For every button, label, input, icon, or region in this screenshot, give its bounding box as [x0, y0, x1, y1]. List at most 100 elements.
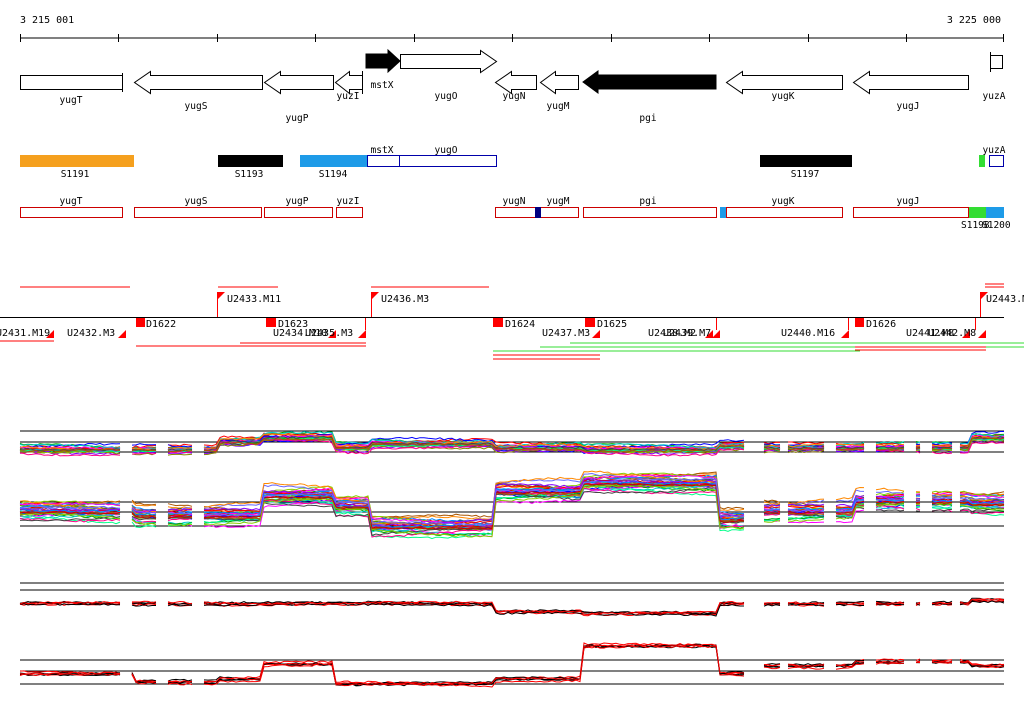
segment-S1197[interactable]	[760, 155, 852, 167]
segment-S1197-label: S1197	[791, 169, 820, 180]
gene-yugN[interactable]: yugN	[494, 70, 537, 103]
gene-yugO-label: yugO	[435, 91, 458, 102]
segment-S1200-label: S1200	[982, 220, 1011, 231]
gene-mstX[interactable]: mstX	[365, 48, 401, 91]
segment-S1198-mark[interactable]	[979, 155, 985, 167]
box-yugO-label: yugO	[435, 145, 458, 156]
marker-D1625-label: D1625	[597, 319, 627, 330]
expression-panel-2	[19, 470, 1005, 540]
transcript-U2443-M1[interactable]: U2443.M1	[980, 292, 1024, 317]
transcript-U2433-M11[interactable]: U2433.M11	[217, 292, 281, 317]
segment-S1194-label: S1194	[319, 169, 348, 180]
marker-D1623-label: D1623	[278, 319, 308, 330]
marker-D1623[interactable]: D1623	[266, 318, 308, 330]
ruler-start-label: 3 215 001	[20, 15, 74, 26]
marker-D1625[interactable]: D1625	[585, 318, 627, 330]
gene-yugK[interactable]: yugK	[725, 70, 843, 103]
transcript-U2440-M16-label: U2440.M16	[781, 328, 835, 339]
expression-trace	[19, 482, 1005, 530]
marker-D1624-label: D1624	[505, 319, 535, 330]
gene-yugP[interactable]: yugP	[263, 70, 334, 125]
gene-yugM-label: yugM	[547, 101, 570, 112]
gene-yugT[interactable]: yugT	[20, 73, 123, 106]
box-mstX[interactable]	[367, 155, 400, 167]
transcript-U2433-M11-label: U2433.M11	[227, 294, 281, 305]
outline-yugT[interactable]	[20, 207, 123, 218]
transcript-U2431-M19-label: U2431.M19	[0, 328, 50, 339]
transcript-U2435-M3[interactable]: U2435.M3	[305, 328, 366, 339]
outline-yugN[interactable]	[495, 207, 536, 218]
expression-trace	[19, 477, 1005, 527]
box-yugO[interactable]	[399, 155, 497, 167]
expression-trace	[19, 643, 1005, 685]
outline-yugM[interactable]	[540, 207, 579, 218]
outline-yugK[interactable]	[726, 207, 843, 218]
transcript-U2438-M2-label: U2438.M2	[648, 328, 696, 339]
marker-D1622[interactable]: D1622	[136, 318, 176, 330]
segment-S1193-label: S1193	[235, 169, 264, 180]
gene-yuzI-label: yuzI	[337, 91, 360, 102]
outline-yugS[interactable]	[134, 207, 262, 218]
transcript-U2440-M16[interactable]: U2440.M16	[781, 328, 849, 339]
segment-S1191[interactable]	[20, 155, 134, 167]
mark-navy	[535, 207, 541, 218]
outline-yuzI[interactable]	[336, 207, 363, 218]
transcript-U2442-M8-label: U2442.M8	[928, 328, 976, 339]
gene-yuzA-label: yuzA	[983, 91, 1006, 102]
gene-track: yugT yugS yugP yuzI mstX yugO yugN	[20, 48, 1006, 125]
transcript-U2442-M8[interactable]: U2442.M8	[928, 328, 986, 339]
gene-pgi[interactable]: pgi	[582, 70, 717, 124]
gene-outline-track: yugT yugS yugP yuzI yugN yugM pgi yugK y…	[20, 196, 1011, 231]
gene-yugJ-label: yugJ	[897, 101, 920, 112]
segment-S1194[interactable]	[300, 155, 367, 167]
expression-trace	[19, 598, 1005, 616]
transcript-U2432-M3-label: U2432.M3	[67, 328, 115, 339]
marker-D1622-label: D1622	[146, 319, 176, 330]
segment-S1193[interactable]	[218, 155, 283, 167]
transcript-U2436-M3-label: U2436.M3	[381, 294, 429, 305]
outline-pgi[interactable]	[583, 207, 717, 218]
expression-panel-4	[19, 642, 1005, 688]
transcript-U2437-M3-label: U2437.M3	[542, 328, 590, 339]
gene-yugT-label: yugT	[60, 95, 83, 106]
segment-S1198[interactable]	[969, 207, 986, 218]
expression-trace	[20, 437, 1005, 453]
segment-S1191-label: S1191	[61, 169, 90, 180]
transcript-U2435-M3-label: U2435.M3	[305, 328, 353, 339]
gene-pgi-label: pgi	[639, 113, 656, 124]
box-yuzA-label: yuzA	[983, 145, 1006, 156]
marker-D1624[interactable]: D1624	[493, 318, 535, 330]
transcript-U2434-M10[interactable]: U2434.M10	[273, 328, 336, 339]
segment-S1200[interactable]	[986, 207, 1004, 218]
gene-yugS[interactable]: yugS	[133, 70, 263, 113]
outline-yugP[interactable]	[264, 207, 333, 218]
expression-trace	[19, 484, 1005, 538]
outline-yugJ-label: yugJ	[897, 196, 920, 207]
gene-yugS-label: yugS	[185, 101, 208, 112]
expression-panel-1	[19, 430, 1005, 457]
transcript-U2432-M3[interactable]: U2432.M3	[67, 328, 126, 339]
gene-yugM[interactable]: yugM	[539, 70, 579, 113]
outline-yugP-label: yugP	[286, 196, 309, 207]
outline-yugN-label: yugN	[503, 196, 526, 207]
transcript-U2439-M7-label: U2439.M7	[663, 328, 711, 339]
box-yuzA[interactable]	[989, 155, 1004, 167]
transcript-U2438-M2[interactable]: U2438.M2	[648, 328, 713, 339]
transcript-U2431-M19[interactable]: U2431.M19	[0, 328, 54, 339]
gene-yuzI[interactable]: yuzI	[334, 70, 363, 102]
gene-yugO[interactable]: yugO	[400, 49, 498, 103]
outline-yugM-label: yugM	[547, 196, 570, 207]
outline-yuzI-label: yuzI	[337, 196, 360, 207]
transcript-U2436-M3[interactable]: U2436.M3	[371, 292, 429, 317]
outline-yugT-label: yugT	[60, 196, 83, 207]
transcript-U2439-M7[interactable]: U2439.M7	[663, 328, 720, 339]
transcript-U2437-M3[interactable]: U2437.M3	[542, 328, 600, 339]
outline-yugJ[interactable]	[853, 207, 969, 218]
gene-yugJ[interactable]: yugJ	[852, 70, 969, 113]
gene-yugK-label: yugK	[772, 91, 795, 102]
transcript-U2441-M8[interactable]: U2441.M8	[906, 328, 970, 339]
gene-yuzA[interactable]: yuzA	[983, 52, 1006, 102]
marker-D1626[interactable]: D1626	[855, 318, 896, 330]
transcript-U2434-M10-label: U2434.M10	[273, 328, 327, 339]
segment-S1198-label: S1198	[961, 220, 990, 231]
